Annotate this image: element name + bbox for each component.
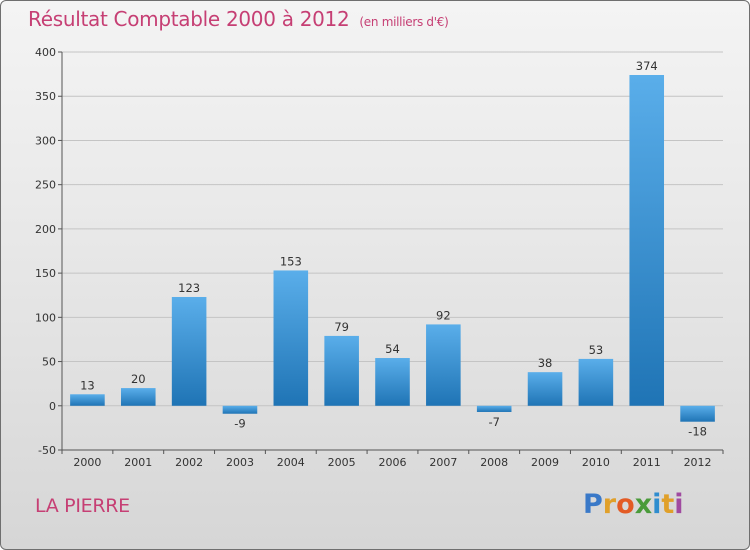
x-tick-label: 2001 <box>124 456 152 469</box>
data-label: -18 <box>688 425 707 439</box>
logo-letter: o <box>616 489 635 520</box>
bar <box>222 405 258 414</box>
x-tick-label: 2009 <box>531 456 559 469</box>
bar <box>476 405 512 412</box>
x-tick-label: 2012 <box>684 456 712 469</box>
x-tick-label: 2010 <box>582 456 610 469</box>
x-tick-label: 2000 <box>73 456 101 469</box>
x-tick-label: 2011 <box>633 456 661 469</box>
bar <box>273 270 309 406</box>
data-label: -7 <box>488 415 499 429</box>
data-label: 54 <box>385 342 400 356</box>
y-tick-label: 50 <box>42 356 56 369</box>
bar <box>171 296 207 406</box>
bar <box>578 358 614 406</box>
logo-letter: P <box>583 489 603 520</box>
data-label: 79 <box>334 320 349 334</box>
logo-letter: r <box>602 489 617 520</box>
x-tick-label: 2002 <box>175 456 203 469</box>
data-label: 20 <box>131 372 146 386</box>
data-label: 123 <box>178 281 200 295</box>
y-tick-label: 0 <box>49 400 56 413</box>
y-tick-label: 300 <box>35 134 56 147</box>
bar <box>70 394 105 406</box>
bars <box>70 74 715 422</box>
proxiti-logo: Proxiti <box>583 489 684 520</box>
bar <box>120 388 156 406</box>
data-label: 53 <box>589 343 604 357</box>
x-tick-label: 2004 <box>277 456 305 469</box>
y-tick-label: -50 <box>38 444 56 457</box>
bar <box>324 335 359 406</box>
commune-name: LA PIERRE <box>35 495 130 517</box>
bar <box>680 405 715 422</box>
bar <box>426 324 461 406</box>
y-tick-label: 250 <box>35 179 56 192</box>
data-label: 374 <box>636 59 658 73</box>
y-tick-label: 100 <box>35 311 56 324</box>
bar <box>527 372 563 406</box>
y-tick-label: 150 <box>35 267 56 280</box>
bar <box>629 74 665 406</box>
bar <box>375 358 410 406</box>
logo-letter: i <box>652 489 662 520</box>
logo-letter: x <box>634 489 653 520</box>
x-tick-label: 2008 <box>480 456 508 469</box>
x-tick-label: 2005 <box>328 456 356 469</box>
logo-letter: t <box>661 489 675 520</box>
data-label: 153 <box>280 254 302 268</box>
data-label: 38 <box>538 356 553 370</box>
x-tick-label: 2003 <box>226 456 254 469</box>
chart-title-text: Résultat Comptable 2000 à 2012 <box>28 7 350 31</box>
y-tick-label: 350 <box>35 90 56 103</box>
y-tick-label: 400 <box>35 46 56 59</box>
chart-title: Résultat Comptable 2000 à 2012 (en millie… <box>28 7 449 31</box>
data-labels: 13 20 123 -9 153 79 54 92 -7 38 53 374 -18 <box>80 59 707 439</box>
data-label: 13 <box>80 378 95 392</box>
x-tick-label: 2006 <box>379 456 407 469</box>
x-tick-label: 2007 <box>429 456 457 469</box>
logo-letter: i <box>674 489 684 520</box>
data-label: -9 <box>234 417 245 431</box>
axes: -50 0 50 100 150 200 250 300 350 400 2000 2001 2002 2… <box>35 46 724 469</box>
y-tick-label: 200 <box>35 223 56 236</box>
chart-subtitle: (en milliers d'€) <box>359 15 449 29</box>
data-label: 92 <box>436 308 451 322</box>
